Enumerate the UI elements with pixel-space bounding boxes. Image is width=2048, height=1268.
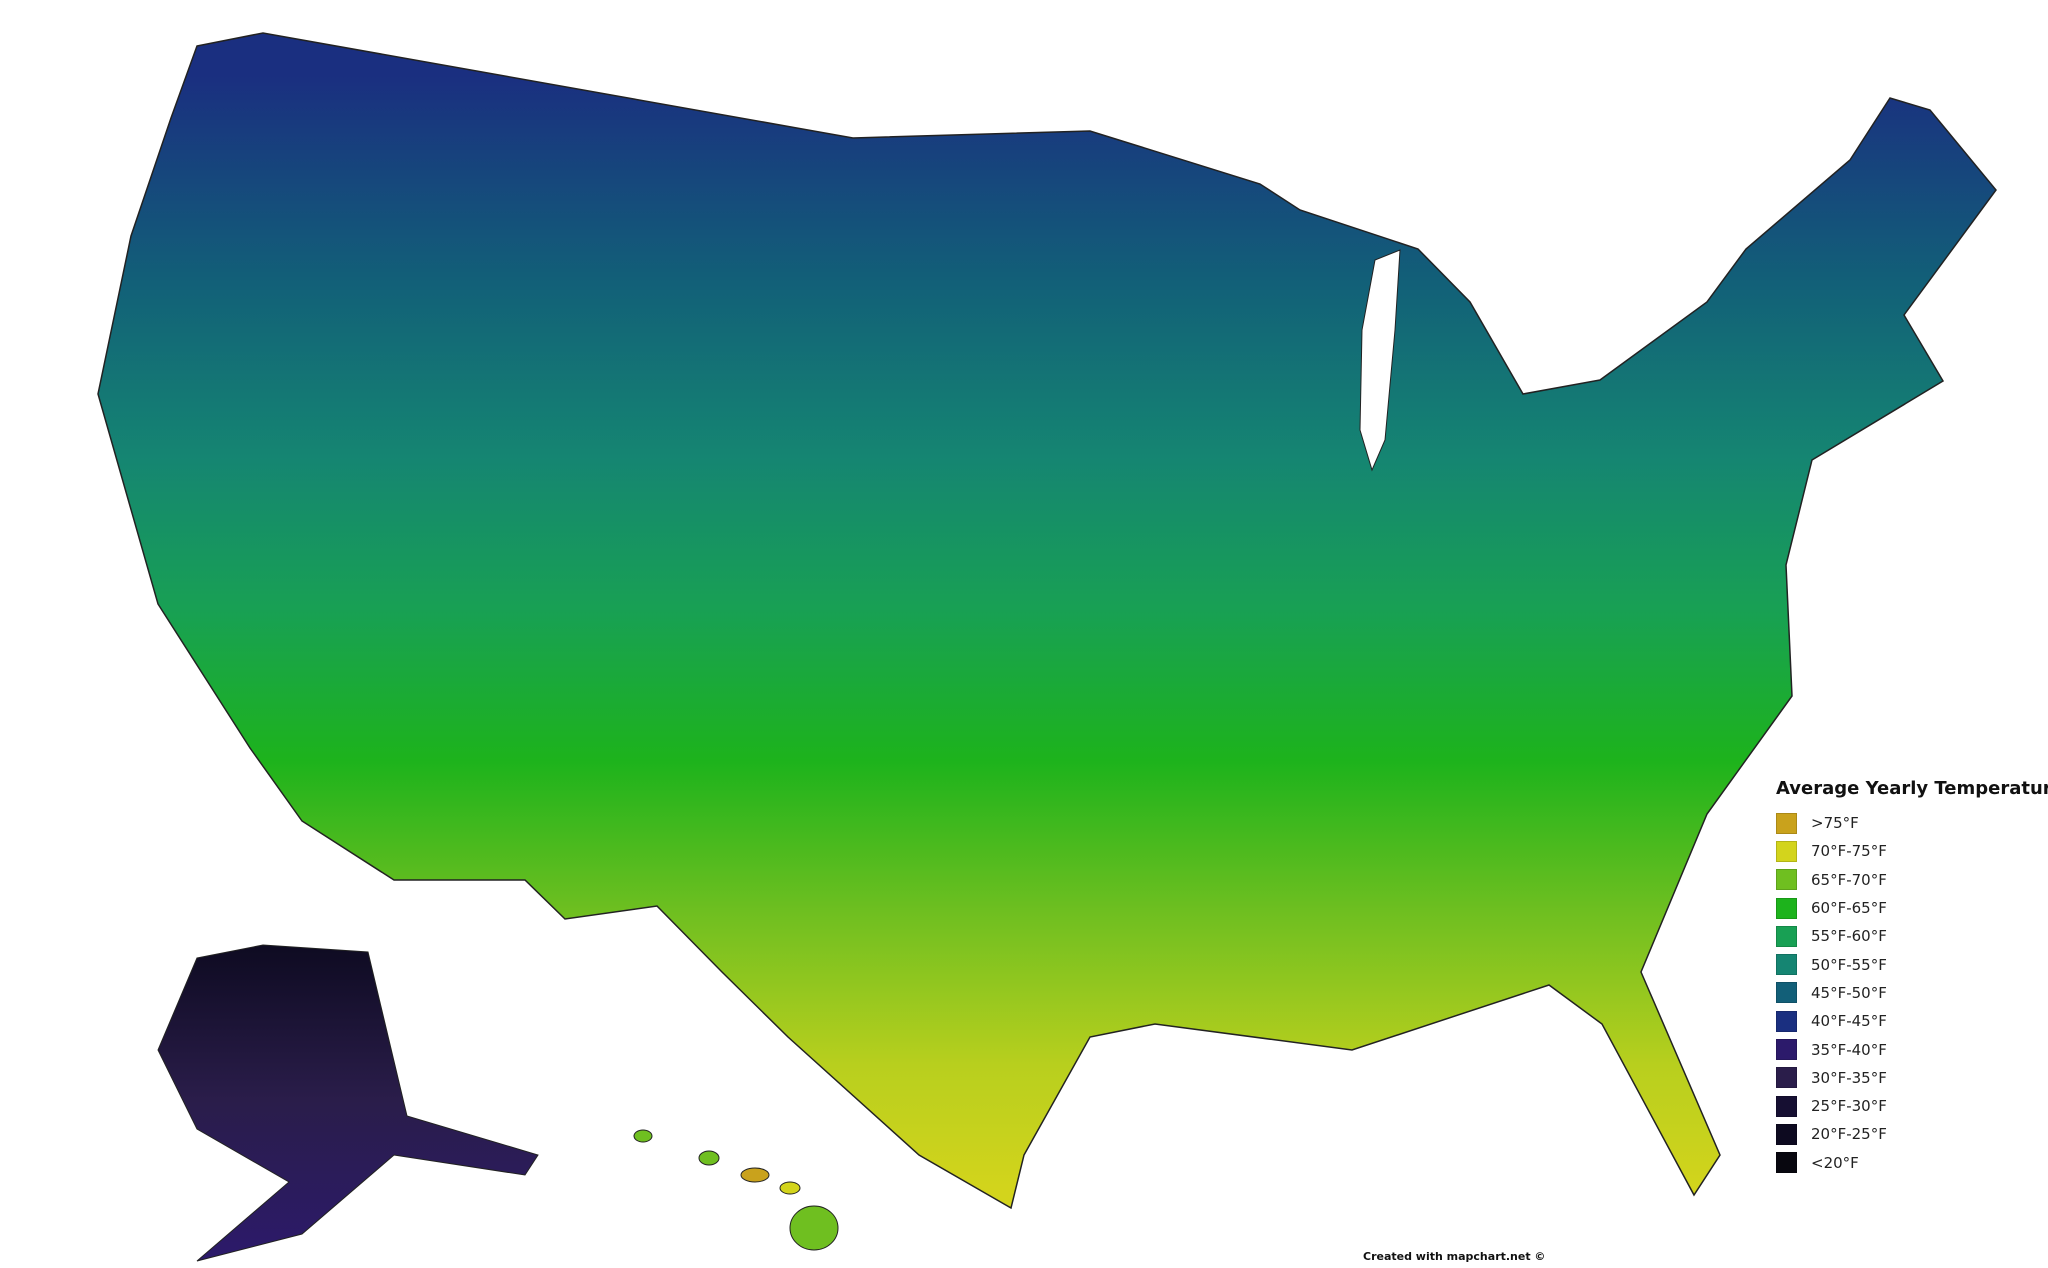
legend-label: 25°F-30°F (1811, 1097, 1887, 1116)
legend-swatch (1776, 1123, 1797, 1145)
legend-item: 20°F-25°F (1776, 1120, 2048, 1148)
contiguous-us (97, 32, 1997, 1210)
legend-item: 65°F-70°F (1776, 866, 2048, 894)
legend-label: 70°F-75°F (1811, 842, 1887, 861)
legend-label: 45°F-50°F (1811, 983, 1887, 1002)
legend: Average Yearly Temperature >75°F 70°F-75°… (1776, 778, 2048, 1177)
legend-label: 50°F-55°F (1811, 955, 1887, 974)
legend-label: 55°F-60°F (1811, 927, 1887, 946)
legend-swatch (1776, 1010, 1797, 1032)
legend-swatch (1776, 1095, 1797, 1117)
legend-swatch (1776, 1039, 1797, 1061)
alaska (157, 944, 539, 1262)
legend-swatch (1776, 982, 1797, 1004)
legend-label: 65°F-70°F (1811, 870, 1887, 889)
legend-item: 60°F-65°F (1776, 894, 2048, 922)
lake-michigan (1359, 249, 1401, 472)
legend-item: 45°F-50°F (1776, 979, 2048, 1007)
legend-item: 50°F-55°F (1776, 950, 2048, 978)
legend-label: 30°F-35°F (1811, 1068, 1887, 1087)
legend-swatch (1776, 954, 1797, 976)
legend-item: <20°F (1776, 1149, 2048, 1177)
legend-label: 40°F-45°F (1811, 1012, 1887, 1031)
legend-swatch (1776, 897, 1797, 919)
legend-item: 35°F-40°F (1776, 1035, 2048, 1063)
legend-item: 70°F-75°F (1776, 837, 2048, 865)
legend-item: 40°F-45°F (1776, 1007, 2048, 1035)
legend-label: 20°F-25°F (1811, 1125, 1887, 1144)
hawaii (633, 1129, 839, 1251)
legend-title: Average Yearly Temperature (1776, 778, 2048, 799)
legend-item: 30°F-35°F (1776, 1064, 2048, 1092)
legend-label: <20°F (1811, 1153, 1859, 1172)
legend-swatch (1776, 1067, 1797, 1089)
legend-swatch (1776, 869, 1797, 891)
legend-item: >75°F (1776, 809, 2048, 837)
legend-item: 25°F-30°F (1776, 1092, 2048, 1120)
legend-swatch (1776, 925, 1797, 947)
legend-swatch (1776, 1152, 1797, 1174)
legend-item: 55°F-60°F (1776, 922, 2048, 950)
legend-label: >75°F (1811, 814, 1859, 833)
credit-text: Created with mapchart.net © (1363, 1250, 1546, 1263)
legend-label: 35°F-40°F (1811, 1040, 1887, 1059)
legend-label: 60°F-65°F (1811, 899, 1887, 918)
legend-swatch (1776, 840, 1797, 862)
legend-swatch (1776, 812, 1797, 834)
